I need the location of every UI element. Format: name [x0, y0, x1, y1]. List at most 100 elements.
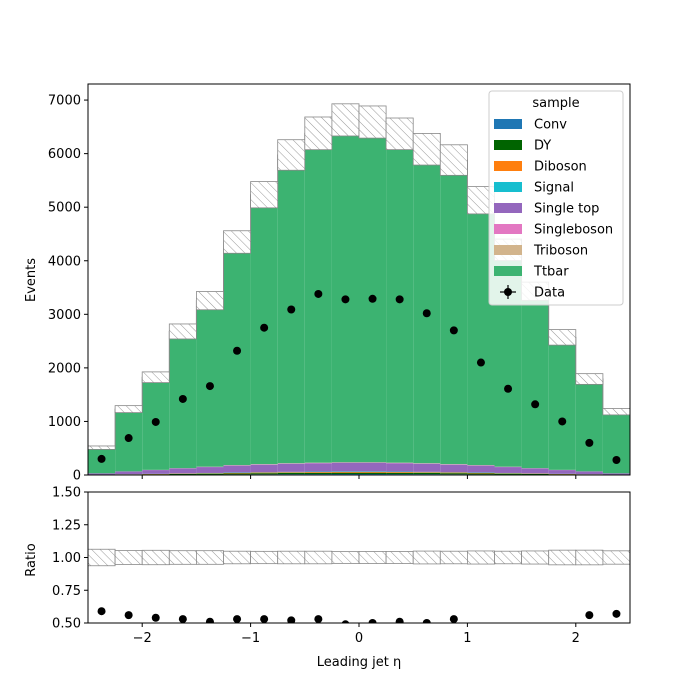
bar-dy — [467, 473, 495, 475]
legend-swatch — [494, 119, 522, 129]
bar-diboson — [223, 472, 251, 474]
ratio-plot-area — [88, 548, 630, 623]
ratio-point — [368, 619, 377, 623]
ratio-uncertainty-band — [141, 549, 170, 566]
ratio-uncertainty-band — [195, 550, 224, 565]
mc-uncertainty-band — [88, 445, 116, 450]
legend: sample Conv DY Diboson Signal Single top Sing… — [488, 90, 624, 306]
mc-uncertainty-band — [385, 117, 414, 151]
bar-diboson — [359, 471, 387, 473]
bar-dy — [386, 472, 414, 475]
data-point — [449, 326, 458, 335]
bar-diboson — [440, 472, 468, 474]
data-point — [314, 289, 323, 298]
mc-uncertainty-band — [304, 116, 333, 151]
bar-ttbar — [521, 291, 549, 469]
legend-swatch — [494, 182, 522, 192]
bar-single-top — [386, 463, 414, 472]
mc-uncertainty-band — [602, 408, 630, 416]
bar-single-top — [359, 462, 387, 472]
mc-uncertainty-band — [439, 144, 468, 176]
bar-single-top — [250, 464, 278, 473]
data-point — [233, 346, 242, 355]
ratio-uncertainty-band — [548, 549, 577, 566]
mc-uncertainty-band — [223, 230, 252, 254]
legend-swatch — [494, 224, 522, 234]
main-axes: 0 1000 2000 3000 4000 5000 6000 7000 — [48, 94, 577, 484]
mc-uncertainty-band — [575, 373, 604, 385]
ratio-y-tick-label: 0.75 — [52, 584, 81, 599]
bar-dy — [359, 472, 387, 475]
bar-diboson — [413, 472, 441, 473]
x-tick-label: 1 — [463, 631, 471, 646]
ratio-uncertainty-band — [331, 551, 360, 564]
mc-uncertainty-band — [548, 329, 577, 346]
ratio-uncertainty-band — [358, 551, 387, 564]
x-tick-label: −1 — [241, 631, 260, 646]
legend-label: Diboson — [534, 160, 587, 175]
y-tick-label: 0 — [73, 469, 81, 484]
ratio-y-tick-label: 1.50 — [52, 486, 81, 501]
mc-uncertainty-band — [277, 139, 306, 171]
bar-dy — [440, 473, 468, 475]
bar-single-top — [331, 462, 359, 472]
legend-label: Conv — [534, 118, 567, 133]
bar-single-top — [169, 468, 197, 474]
mc-uncertainty-band — [358, 105, 387, 139]
legend-marker-data — [504, 288, 512, 296]
legend-label: Triboson — [533, 244, 588, 259]
data-point — [287, 305, 296, 314]
data-point — [178, 394, 187, 403]
bar-single-top — [304, 463, 332, 472]
ratio-point — [287, 616, 296, 623]
ratio-point — [612, 609, 621, 618]
legend-swatch — [494, 161, 522, 171]
legend-label: Singleboson — [534, 223, 613, 238]
bar-dy — [413, 472, 441, 475]
ratio-uncertainty-band — [575, 549, 604, 566]
ratio-uncertainty-band — [412, 550, 441, 565]
bar-ttbar — [575, 379, 603, 472]
bar-dy — [169, 473, 197, 475]
data-point — [612, 456, 621, 465]
bar-dy — [494, 473, 522, 475]
bar-single-top — [548, 470, 576, 474]
ratio-point — [97, 607, 106, 616]
x-tick-label: −2 — [133, 631, 152, 646]
ratio-point — [449, 615, 458, 623]
bar-single-top — [115, 471, 143, 475]
bar-single-top — [467, 465, 495, 473]
bar-single-top — [494, 467, 522, 473]
legend-title: sample — [532, 96, 579, 111]
ratio-uncertainty-band — [168, 550, 197, 565]
ratio-point — [233, 615, 242, 623]
legend-label: Ttbar — [533, 265, 569, 280]
legend-swatch — [494, 140, 522, 150]
data-point — [585, 438, 594, 447]
bar-diboson — [277, 472, 305, 473]
legend-label: DY — [534, 139, 551, 154]
legend-label: Signal — [534, 181, 574, 196]
ratio-point — [260, 615, 269, 623]
bar-single-top — [521, 468, 549, 474]
mc-uncertainty-band — [412, 133, 441, 166]
data-point — [368, 294, 377, 303]
legend-swatch — [494, 266, 522, 276]
y-tick-label: 3000 — [48, 308, 81, 323]
legend-items: Conv DY Diboson Signal Single top Singleboson… — [494, 118, 613, 301]
ratio-point — [422, 619, 431, 623]
bar-diboson — [304, 472, 332, 473]
ratio-point — [585, 611, 594, 620]
bar-single-top — [196, 467, 224, 473]
bar-single-top — [440, 464, 468, 473]
legend-swatch — [494, 245, 522, 255]
bar-dy — [196, 473, 224, 475]
data-point — [124, 434, 133, 443]
ratio-point — [151, 613, 160, 622]
bar-ttbar — [304, 133, 332, 463]
data-point — [558, 417, 567, 426]
data-point — [341, 295, 350, 304]
mc-uncertainty-band — [168, 323, 197, 340]
ratio-uncertainty-band — [277, 550, 306, 565]
